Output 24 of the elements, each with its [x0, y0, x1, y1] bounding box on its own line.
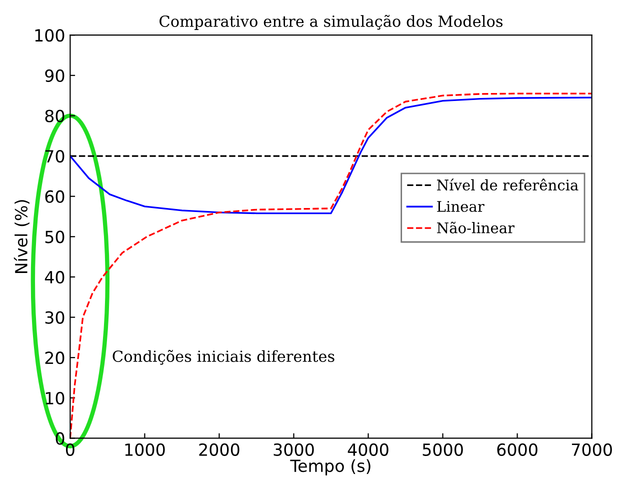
- y-tick-label: 20: [45, 352, 64, 364]
- x-axis-title: Tempo (s): [290, 459, 370, 476]
- y-tick-label: 90: [45, 69, 64, 82]
- x-tick-label: 5000: [422, 443, 463, 456]
- y-tick-label: 100: [35, 29, 64, 42]
- x-tick-label: 2000: [199, 443, 240, 456]
- y-axis-title: Nível (%): [14, 200, 30, 274]
- x-tick-label: 4000: [348, 443, 388, 456]
- y-tick-label: 30: [45, 311, 64, 324]
- x-tick-label: 7000: [572, 443, 612, 456]
- x-tick-label: 1000: [125, 443, 165, 456]
- y-tick-label: 40: [44, 270, 64, 284]
- legend-label: Não-linear: [437, 222, 515, 234]
- line-series: [70, 96, 592, 214]
- legend-label: Linear: [437, 200, 484, 212]
- x-tick-label: 6000: [497, 443, 538, 456]
- y-tick-label: 60: [45, 190, 64, 203]
- chart-title: Comparativo entre a simulação dos Modelos: [160, 14, 503, 30]
- y-tick-label: 80: [45, 110, 64, 122]
- y-tick-label: 10: [46, 392, 64, 404]
- annotation: Condições iniciais diferentes: [112, 350, 334, 365]
- x-tick-label: 3000: [274, 443, 314, 456]
- y-tick-label: 50: [45, 230, 64, 244]
- legend-label: Nível de referência: [437, 178, 578, 191]
